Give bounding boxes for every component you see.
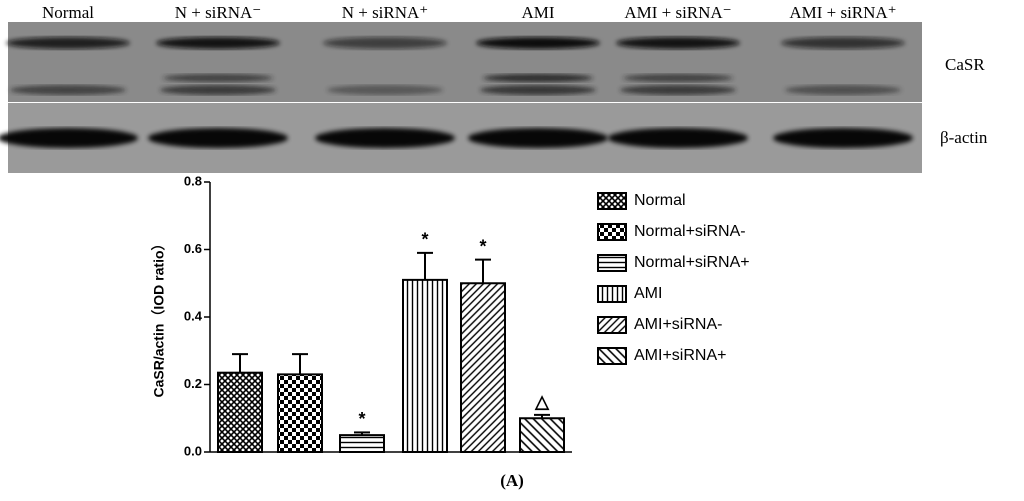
lane-label: N + siRNA⁻ [175,3,262,22]
legend-label: Normal+siRNA- [634,223,746,240]
blot-casr [8,22,922,102]
band [781,37,905,49]
legend-swatch [597,254,627,272]
lane-label: N + siRNA⁺ [342,3,429,22]
band [623,74,733,82]
bar [339,434,385,453]
band [160,85,276,95]
panel-label: (A) [500,471,524,490]
legend-label: AMI+siRNA+ [634,347,726,364]
y-tick-label: 0.4 [184,308,203,323]
band [10,85,126,95]
annotation: △ [534,392,550,412]
band [620,85,736,95]
lane-label: AMI [521,3,554,22]
bar [217,371,263,453]
bar [402,278,448,453]
y-axis-label: CaSR/actin（IOD ratio） [151,236,167,397]
band [608,128,748,148]
band [327,85,443,95]
annotation: * [358,409,365,429]
row-label: CaSR [945,55,985,74]
legend-label: Normal+siRNA+ [634,254,750,271]
band [323,37,447,49]
band [163,74,273,82]
band [773,128,913,148]
band [616,37,740,49]
western-blot [0,22,922,173]
band [6,37,130,49]
band [0,128,138,148]
lane-label: AMI + siRNA⁺ [789,3,896,22]
band [785,85,901,95]
legend-label: Normal [634,192,686,209]
bar [519,417,565,453]
legend-label: AMI [634,285,662,302]
lane-label: AMI + siRNA⁻ [624,3,731,22]
band [480,85,596,95]
legend-swatch [597,223,627,241]
legend-swatch [597,347,627,365]
legend-label: AMI+siRNA- [634,316,722,333]
y-tick-label: 0.2 [184,376,202,391]
band [476,37,600,49]
y-tick-label: 0.0 [184,443,202,458]
y-tick-label: 0.8 [184,173,202,188]
annotation: * [479,236,486,256]
band [468,128,608,148]
band [315,128,455,148]
lane-label: Normal [42,3,94,22]
annotation: * [421,230,428,250]
bar [460,282,506,453]
bar [277,373,323,453]
row-label: β-actin [940,128,988,147]
band [483,74,593,82]
legend-swatch [597,316,627,334]
legend-swatch [597,285,627,303]
legend-swatch [597,192,627,210]
band [148,128,288,148]
y-tick-label: 0.6 [184,241,202,256]
band [156,37,280,49]
